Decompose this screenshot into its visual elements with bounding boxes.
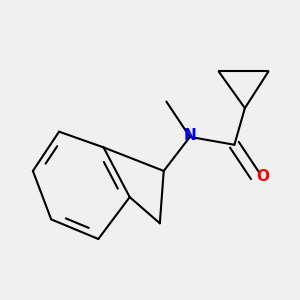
- Text: O: O: [257, 169, 270, 184]
- Text: N: N: [184, 128, 196, 143]
